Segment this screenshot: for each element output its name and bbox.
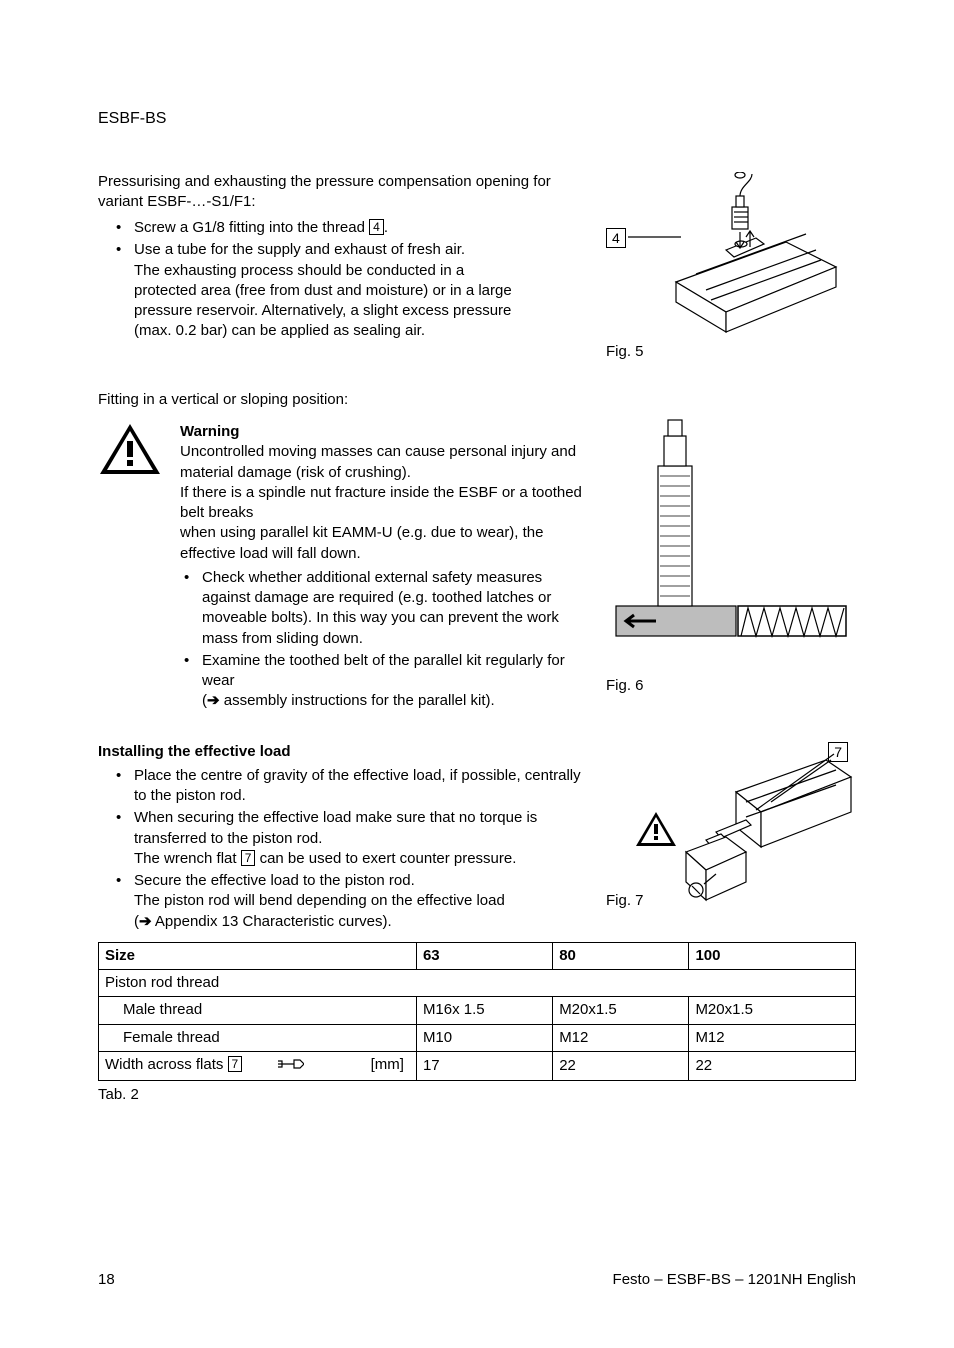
- section-warning: Warning Uncontrolled moving masses can c…: [98, 416, 856, 714]
- callout-box-7: 7: [241, 850, 256, 866]
- install-b1: Place the centre of gravity of the effec…: [116, 766, 586, 807]
- warning-bullet-2: Examine the toothed belt of the parallel…: [180, 651, 586, 712]
- warning-title: Warning: [180, 422, 586, 442]
- table-caption: Tab. 2: [98, 1085, 856, 1105]
- spec-table: Size 63 80 100 Piston rod thread Male th…: [98, 942, 856, 1081]
- figure-5: 4: [606, 172, 856, 342]
- install-bullets: Place the centre of gravity of the effec…: [98, 766, 586, 932]
- table-row: Width across flats 7 [mm] 17 22 22: [99, 1051, 856, 1080]
- table-row: Piston rod thread: [99, 970, 856, 997]
- bullet-1: Screw a G1/8 fitting into the thread 4.: [116, 218, 586, 238]
- page-footer: 18 Festo – ESBF-BS – 1201NH English: [98, 1270, 856, 1290]
- table-row: Male thread M16x 1.5 M20x1.5 M20x1.5: [99, 997, 856, 1024]
- document-header: ESBF-BS: [98, 108, 856, 130]
- install-b2: When securing the effective load make su…: [116, 808, 586, 869]
- section-pressurising: Pressurising and exhausting the pressure…: [98, 172, 856, 362]
- warning-p2: If there is a spindle nut fracture insid…: [180, 483, 586, 524]
- fig6-drawing: [606, 416, 856, 676]
- callout-box-7-table: 7: [228, 1056, 243, 1072]
- fig5-drawing: [606, 172, 856, 342]
- warning-bullets: Check whether additional external safety…: [180, 568, 586, 712]
- warning-bullet-1: Check whether additional external safety…: [180, 568, 586, 649]
- wrench-icon: [276, 1057, 304, 1077]
- fig5-label: Fig. 5: [606, 342, 856, 362]
- install-title: Installing the effective load: [98, 742, 586, 762]
- th-63: 63: [416, 942, 552, 969]
- figure-6: [606, 416, 856, 676]
- warning-icon: [98, 422, 162, 714]
- warning-p1: Uncontrolled moving masses can cause per…: [180, 442, 586, 483]
- arrow-icon: ➔: [207, 692, 220, 709]
- callout-box-4: 4: [369, 219, 384, 235]
- fig6-label: Fig. 6: [606, 676, 856, 696]
- fig7-drawing: [606, 742, 856, 912]
- intro-text: Pressurising and exhausting the pressure…: [98, 172, 586, 213]
- fitting-heading: Fitting in a vertical or sloping positio…: [98, 390, 856, 410]
- warning-p3: when using parallel kit EAMM-U (e.g. due…: [180, 523, 586, 564]
- arrow-icon: ➔: [139, 913, 152, 930]
- table-row: Female thread M10 M12 M12: [99, 1024, 856, 1051]
- bullet-2: Use a tube for the supply and exhaust of…: [116, 240, 586, 341]
- fig7-label: Fig. 7: [606, 891, 644, 911]
- doc-id: Festo – ESBF-BS – 1201NH English: [613, 1270, 856, 1290]
- fig7-callout: 7: [828, 742, 848, 763]
- th-100: 100: [689, 942, 856, 969]
- th-80: 80: [553, 942, 689, 969]
- page-number: 18: [98, 1270, 115, 1290]
- install-b3: Secure the effective load to the piston …: [116, 871, 586, 932]
- fig5-callout: 4: [606, 228, 626, 249]
- bullet-list-top: Screw a G1/8 fitting into the thread 4. …: [98, 218, 586, 342]
- table-header-row: Size 63 80 100: [99, 942, 856, 969]
- section-install: Installing the effective load Place the …: [98, 742, 856, 934]
- th-size: Size: [99, 942, 417, 969]
- figure-7: 7: [606, 742, 856, 912]
